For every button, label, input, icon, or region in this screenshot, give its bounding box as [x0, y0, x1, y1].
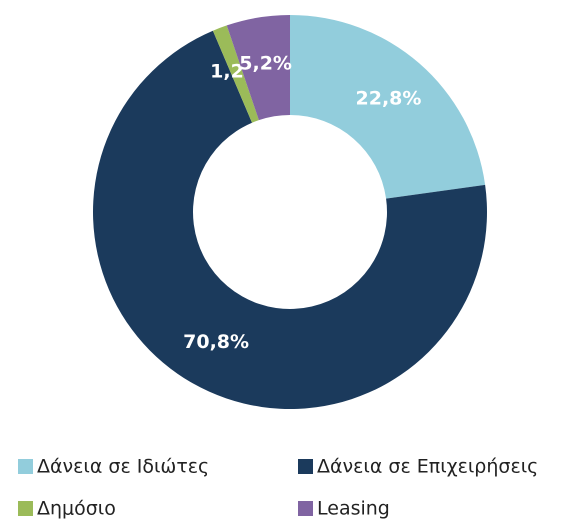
donut-slice — [92, 30, 487, 409]
legend-swatch — [18, 501, 33, 516]
value-label: 22,8% — [356, 87, 422, 109]
value-label: 70,8% — [183, 331, 249, 353]
donut-slice — [290, 15, 486, 199]
donut-slice — [212, 25, 259, 123]
legend-label: Δάνεια σε Επιχειρήσεις — [317, 456, 538, 478]
legend-swatch — [298, 459, 313, 474]
legend-label: Δάνεια σε Ιδιώτες — [37, 456, 209, 478]
legend-label: Leasing — [317, 498, 390, 520]
legend-swatch — [18, 459, 33, 474]
legend-label: Δημόσιο — [37, 498, 116, 520]
value-label: 5,2% — [239, 52, 292, 74]
donut-slice — [226, 15, 290, 121]
legend-swatch — [298, 501, 313, 516]
